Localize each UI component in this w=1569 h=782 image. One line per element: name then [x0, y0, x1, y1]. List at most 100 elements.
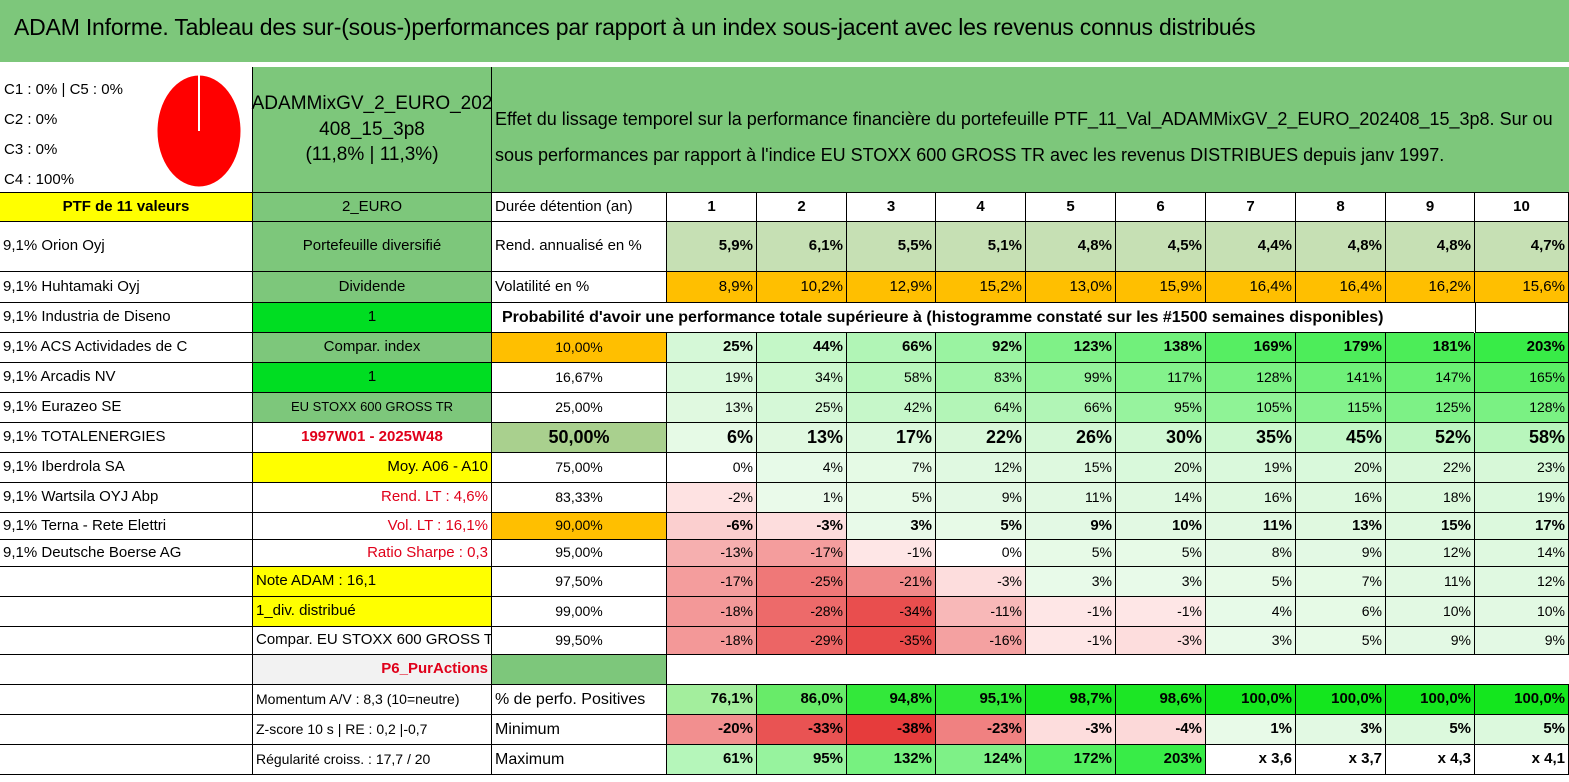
volatility-value: 15,2% [936, 272, 1026, 303]
long-term-volatility: Vol. LT : 16,1% [253, 513, 492, 540]
probability-value: -1% [1116, 597, 1206, 627]
minimum-value: 5% [1386, 715, 1475, 745]
holding-row: 9,1% Industria de Diseno [0, 303, 253, 333]
probability-value: 123% [1026, 333, 1116, 363]
probability-value: 22% [936, 423, 1026, 453]
volatility-value: 8,9% [667, 272, 757, 303]
probability-value: 42% [847, 393, 936, 423]
probability-value: -29% [757, 627, 847, 655]
holding-row: 9,1% Wartsila OYJ Abp [0, 483, 253, 513]
return-value: 4,8% [1296, 222, 1386, 272]
probability-threshold: 25,00% [492, 393, 667, 423]
maximum-value: 124% [936, 745, 1026, 775]
probability-value: -16% [936, 627, 1026, 655]
return-value: 4,4% [1206, 222, 1296, 272]
probability-value: 14% [1116, 483, 1206, 513]
year-header: 9 [1386, 193, 1475, 222]
probability-value: 1% [757, 483, 847, 513]
probability-value: 10% [1116, 513, 1206, 540]
probability-value: 138% [1116, 333, 1206, 363]
minimum-value: -33% [757, 715, 847, 745]
probability-value: 12% [936, 453, 1026, 483]
positive-perf-value: 100,0% [1296, 685, 1386, 715]
probability-value: 17% [1475, 513, 1569, 540]
compar-index-label: Compar. index [253, 333, 492, 363]
year-header: 7 [1206, 193, 1296, 222]
probability-value: 13% [667, 393, 757, 423]
probability-value: 128% [1206, 363, 1296, 393]
report-title: ADAM Informe. Tableau des sur-(sous-)per… [0, 0, 1569, 62]
probability-value: 14% [1475, 540, 1569, 567]
empty-cell [1026, 655, 1116, 685]
probability-value: 165% [1475, 363, 1569, 393]
maximum-label: Maximum [492, 745, 667, 775]
probability-value: 181% [1386, 333, 1475, 363]
positive-perf-value: 95,1% [936, 685, 1026, 715]
category-label: P6_PurActions [253, 655, 492, 685]
probability-threshold: 10,00% [492, 333, 667, 363]
empty-cell [667, 655, 757, 685]
probability-value: 147% [1386, 363, 1475, 393]
holding-row: 9,1% Huhtamaki Oyj [0, 272, 253, 303]
portfolio-header: PTF de 11 valeurs [0, 193, 253, 222]
positive-perf-label: % de perfo. Positives [492, 685, 667, 715]
probability-value: 18% [1386, 483, 1475, 513]
comparison-label: Compar. EU STOXX 600 GROSS TR [253, 627, 492, 655]
minimum-value: 1% [1206, 715, 1296, 745]
probability-title: Probabilité d'avoir une performance tota… [492, 303, 1474, 333]
positive-perf-value: 94,8% [847, 685, 936, 715]
probability-value: 45% [1296, 423, 1386, 453]
fund-name-line1: ADAMMixGV_2_EURO_202 [251, 93, 493, 115]
probability-value: -1% [1026, 627, 1116, 655]
probability-value: 5% [1206, 567, 1296, 597]
probability-value: 9% [1386, 627, 1475, 655]
probability-value: 3% [1116, 567, 1206, 597]
maximum-value: x 4,3 [1386, 745, 1475, 775]
probability-value: -17% [667, 567, 757, 597]
description-text: Effet du lissage temporel sur la perform… [492, 67, 1569, 193]
probability-value: 128% [1475, 393, 1569, 423]
empty-cell [0, 715, 253, 745]
empty-cell [757, 655, 847, 685]
empty-cell [0, 655, 253, 685]
probability-value: 11% [1386, 567, 1475, 597]
probability-value: 19% [1475, 483, 1569, 513]
year-header: 5 [1026, 193, 1116, 222]
year-header: 3 [847, 193, 936, 222]
probability-value: 6% [1296, 597, 1386, 627]
return-label: Rend. annualisé en % [492, 222, 667, 272]
probability-threshold: 95,00% [492, 540, 667, 567]
probability-value: -11% [936, 597, 1026, 627]
momentum-label: Momentum A/V : 8,3 (10=neutre) [253, 685, 492, 715]
probability-value: -1% [847, 540, 936, 567]
probability-value: 9% [1475, 627, 1569, 655]
probability-value: 13% [1296, 513, 1386, 540]
probability-value: 25% [667, 333, 757, 363]
probability-threshold: 90,00% [492, 513, 667, 540]
portfolio-type: Portefeuille diversifié [253, 222, 492, 272]
allocation-line: C2 : 0% [4, 111, 58, 128]
maximum-value: x 3,7 [1296, 745, 1386, 775]
volatility-value: 16,2% [1386, 272, 1475, 303]
probability-value: -18% [667, 597, 757, 627]
probability-threshold: 97,50% [492, 567, 667, 597]
minimum-value: -4% [1116, 715, 1206, 745]
volatility-label: Volatilité en % [492, 272, 667, 303]
year-header: 1 [667, 193, 757, 222]
maximum-value: 61% [667, 745, 757, 775]
volatility-value: 15,6% [1475, 272, 1569, 303]
probability-value: 5% [1026, 540, 1116, 567]
sharpe-ratio: Ratio Sharpe : 0,3 [253, 540, 492, 567]
probability-threshold: 99,00% [492, 597, 667, 627]
empty-cell [1296, 655, 1386, 685]
probability-value: 11% [1026, 483, 1116, 513]
adam-note: Note ADAM : 16,1 [253, 567, 492, 597]
volatility-value: 16,4% [1296, 272, 1386, 303]
holding-row: 9,1% TOTALENERGIES [0, 423, 253, 453]
minimum-value: 3% [1296, 715, 1386, 745]
probability-value: 125% [1386, 393, 1475, 423]
probability-value: 9% [1026, 513, 1116, 540]
probability-value: -13% [667, 540, 757, 567]
probability-value: -21% [847, 567, 936, 597]
probability-value: -6% [667, 513, 757, 540]
